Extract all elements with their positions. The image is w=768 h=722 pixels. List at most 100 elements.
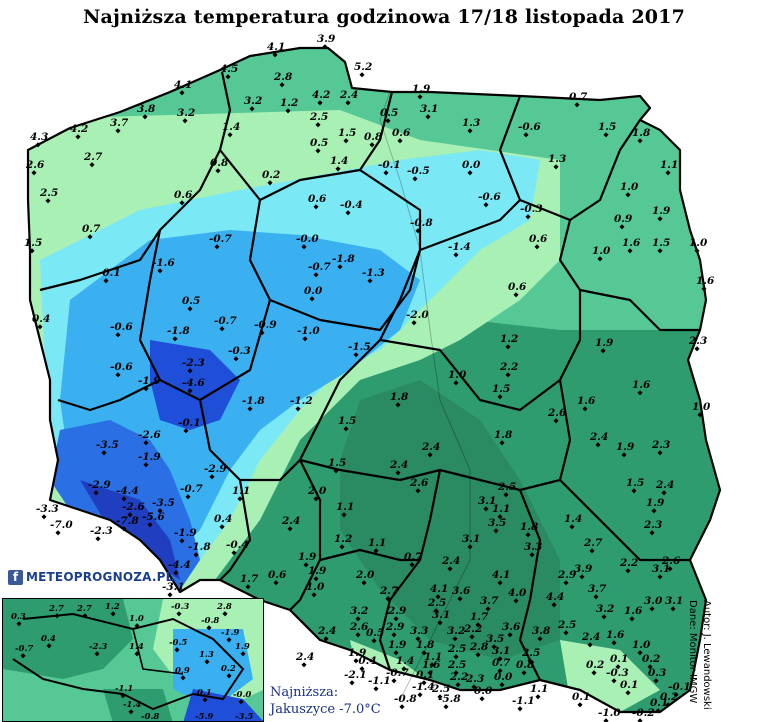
station-temperature: 0.1 — [572, 691, 590, 703]
station-marker — [55, 530, 61, 536]
station-temperature: 0.5 — [310, 137, 328, 149]
station-marker — [335, 166, 341, 172]
station-marker — [535, 694, 541, 700]
station-temperature: 3.0 — [644, 595, 663, 607]
station-temperature: -4.4 — [116, 485, 139, 497]
station-temperature: 1.1 — [492, 503, 510, 515]
station-marker — [479, 696, 485, 702]
station-temperature: 1.8 — [416, 639, 435, 651]
station-temperature: -0.0 — [233, 690, 251, 700]
facebook-icon: f — [8, 569, 23, 585]
station-temperature: 3.1 — [492, 645, 510, 657]
station-temperature: 2.6 — [661, 555, 681, 567]
station-temperature: 1.0 — [306, 581, 325, 593]
station-temperature: 0.7 — [82, 223, 101, 235]
station-temperature: 1.4 — [330, 155, 348, 167]
station-temperature: 4.4 — [546, 591, 564, 603]
station-temperature: -1.9 — [138, 451, 161, 463]
station-marker — [179, 200, 185, 206]
station-marker — [95, 536, 101, 542]
station-temperature: 5.2 — [354, 61, 372, 73]
station-marker — [267, 180, 273, 186]
station-temperature: 0.9 — [614, 213, 633, 225]
station-temperature: -0.1 — [378, 159, 401, 171]
station-temperature: -0.7 — [386, 667, 409, 679]
station-temperature: 3.3 — [524, 541, 542, 553]
lowest-label: Najniższa: — [270, 685, 339, 700]
author-line: Autor: J. Lewandowski — [701, 600, 712, 710]
station-marker — [529, 552, 535, 558]
river — [379, 91, 471, 701]
station-temperature: -2.9 — [88, 479, 111, 491]
station-temperature: 3.1 — [665, 595, 683, 607]
station-temperature: 1.2 — [280, 97, 298, 109]
station-temperature: -1.3 — [362, 267, 385, 279]
station-temperature: 0.1 — [620, 679, 638, 691]
station-temperature: 1.5 — [652, 237, 670, 249]
station-temperature: 0.3 — [11, 612, 26, 622]
station-temperature: 2.4 — [655, 479, 674, 491]
station-temperature: 1.6 — [422, 659, 441, 671]
station-marker — [301, 244, 307, 250]
station-temperature: 1.5 — [492, 383, 510, 395]
station-temperature: -0.8 — [394, 693, 417, 705]
station-temperature: 0.4 — [41, 634, 56, 644]
station-marker — [399, 704, 405, 710]
station-marker — [367, 278, 373, 284]
station-temperature: 2.4 — [581, 631, 600, 643]
station-temperature: 0.2 — [642, 653, 660, 665]
station-temperature: 1.9 — [595, 337, 614, 349]
station-temperature: 0.3 — [648, 667, 666, 679]
station-marker — [483, 202, 489, 208]
station-marker — [143, 462, 149, 468]
station-temperature: 1.9 — [388, 639, 407, 651]
station-temperature: 0.1 — [650, 697, 668, 709]
station-temperature: 2.5 — [39, 187, 58, 199]
lowest-value: Jakuszyce -7.0°C — [270, 702, 381, 717]
station-temperature: -2.9 — [204, 463, 227, 475]
station-marker — [75, 134, 81, 140]
station-marker — [657, 450, 663, 456]
station-temperature: 4.1 — [430, 583, 448, 595]
station-temperature: 1.1 — [424, 651, 442, 663]
station-marker — [215, 168, 221, 174]
station-marker — [383, 170, 389, 176]
station-temperature: 2.2 — [499, 361, 518, 373]
station-temperature: 0.0 — [304, 285, 323, 297]
station-temperature: 2.6 — [25, 159, 45, 171]
station-marker — [637, 390, 643, 396]
station-temperature: 3.7 — [588, 583, 607, 595]
station-marker — [611, 640, 617, 646]
station-temperature: -5.6 — [142, 511, 165, 523]
station-temperature: 1.4 — [564, 513, 582, 525]
station-temperature: -1.6 — [152, 257, 175, 269]
station-temperature: 2.2 — [449, 671, 468, 683]
station-temperature: -1.2 — [290, 395, 313, 407]
station-marker — [227, 132, 233, 138]
station-marker — [579, 574, 585, 580]
station-temperature: -0.4 — [226, 539, 249, 551]
station-temperature: 1.0 — [632, 639, 651, 651]
station-temperature: -1.1 — [368, 675, 391, 687]
station-temperature: 1.8 — [632, 127, 651, 139]
station-temperature: -0.7 — [209, 233, 232, 245]
station-temperature: 0.6 — [174, 189, 193, 201]
station-temperature: -0.1 — [668, 681, 691, 693]
station-marker — [247, 406, 253, 412]
station-temperature: 2.7 — [379, 585, 399, 597]
station-temperature: 0.6 — [392, 127, 411, 139]
station-temperature: 0.2 — [262, 169, 280, 181]
station-temperature: 1.4 — [222, 121, 240, 133]
station-temperature: -1.8 — [188, 541, 211, 553]
station-temperature: 3.1 — [432, 609, 450, 621]
station-temperature: 1.8 — [494, 429, 513, 441]
station-marker — [353, 352, 359, 358]
station-temperature: 1.2 — [500, 333, 518, 345]
station-temperature: 4.2 — [70, 123, 88, 135]
station-temperature: 0.1 — [197, 688, 212, 698]
station-marker — [209, 474, 215, 480]
station-temperature: -0.3 — [171, 602, 189, 612]
station-temperature: 1.9 — [348, 647, 367, 659]
station-marker — [397, 138, 403, 144]
station-temperature: 1.2 — [334, 533, 352, 545]
